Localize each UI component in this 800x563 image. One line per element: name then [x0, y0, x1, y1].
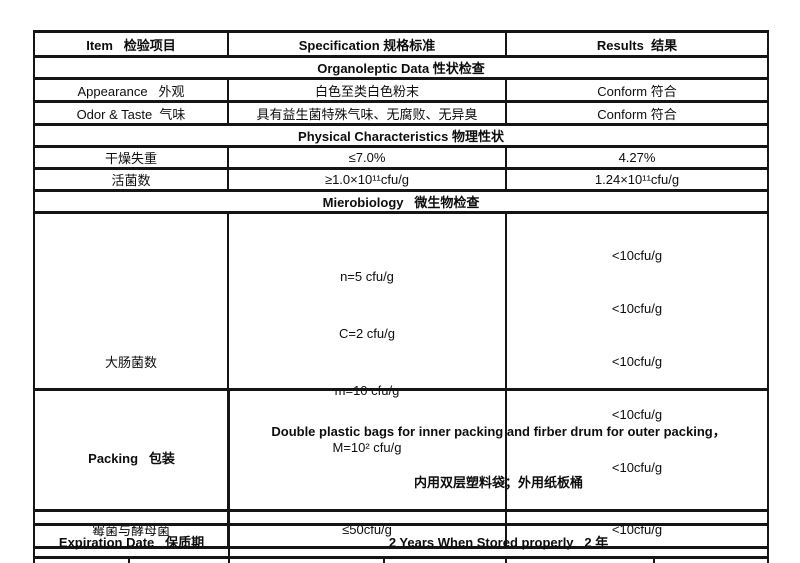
result-line: <10cfu/g	[611, 301, 663, 316]
result-cell: 4.27%	[505, 145, 769, 170]
packing-signature-table: Packing 包装 Double plastic bags for inner…	[32, 388, 770, 563]
header-cell-specification: Specification 规格标准	[227, 30, 507, 58]
qc-label: 质 检	[33, 556, 130, 563]
spec-cell: 白色至类白色粉末	[227, 77, 507, 103]
section-title-physical: Physical Characteristics 物理性状	[33, 123, 769, 148]
section-row-physical: Physical Characteristics 物理性状	[33, 123, 769, 148]
table-row-signatures: 质 检 王鹏飞 校 正 王俊杰 分 析 张宇	[33, 556, 770, 563]
header-cell-item: Item 检验项目	[33, 30, 229, 58]
table-row-appearance: Appearance 外观 白色至类白色粉末 Conform 符合	[33, 77, 769, 103]
result-cell: 1.24×10¹¹cfu/g	[505, 167, 769, 192]
table-row-packing: Packing 包装 Double plastic bags for inner…	[32, 388, 770, 526]
table-row-expiration: Expiration Date 保质期 2 Years When Stored …	[32, 523, 770, 559]
table-row-loss-on-drying: 干燥失重 ≤7.0% 4.27%	[33, 145, 769, 170]
result-line: <10cfu/g	[611, 354, 663, 369]
expiration-value: 2 Years When Stored properly 2 年	[228, 523, 770, 559]
item-cell: 活菌数	[33, 167, 229, 192]
table-row-viable-count: 活菌数 ≥1.0×10¹¹cfu/g 1.24×10¹¹cfu/g	[33, 167, 769, 192]
table-header-row: Item 检验项目 Specification 规格标准 Results 结果	[33, 30, 769, 58]
result-line: <10cfu/g	[611, 248, 663, 263]
proofread-label: 校 正	[228, 556, 386, 563]
packing-line-en: Double plastic bags for inner packing an…	[271, 424, 726, 439]
proofread-name: 王俊杰	[383, 556, 508, 563]
spec-line: C=2 cfu/g	[338, 325, 395, 341]
section-row-microbiology: Mierobiology 微生物检查	[33, 189, 769, 214]
item-cell: Odor & Taste 气味	[33, 100, 229, 126]
section-title-organoleptic: Organoleptic Data 性状检查	[33, 55, 769, 80]
packing-value: Double plastic bags for inner packing an…	[228, 388, 770, 526]
spec-cell: 具有益生菌特殊气味、无腐败、无异臭	[227, 100, 507, 126]
section-row-organoleptic: Organoleptic Data 性状检查	[33, 55, 769, 80]
spec-cell: ≤7.0%	[227, 145, 507, 170]
analysis-label: 分 析	[505, 556, 656, 563]
packing-label: Packing 包装	[32, 388, 231, 526]
qc-name: 王鹏飞	[127, 556, 231, 563]
header-cell-results: Results 结果	[505, 30, 769, 58]
analysis-name: 张宇	[653, 556, 770, 563]
table-row-odor-taste: Odor & Taste 气味 具有益生菌特殊气味、无腐败、无异臭 Confor…	[33, 100, 769, 126]
packing-line-cn: 内用双层塑料袋；外用纸板桶	[414, 475, 584, 490]
item-cell: Appearance 外观	[33, 77, 229, 103]
section-title-microbiology: Mierobiology 微生物检查	[33, 189, 769, 214]
item-cell: 干燥失重	[33, 145, 229, 170]
expiration-label: Expiration Date 保质期	[32, 523, 231, 559]
result-cell: Conform 符合	[505, 77, 769, 103]
spec-cell: ≥1.0×10¹¹cfu/g	[227, 167, 507, 192]
spec-line: n=5 cfu/g	[340, 268, 394, 284]
result-cell: Conform 符合	[505, 100, 769, 126]
